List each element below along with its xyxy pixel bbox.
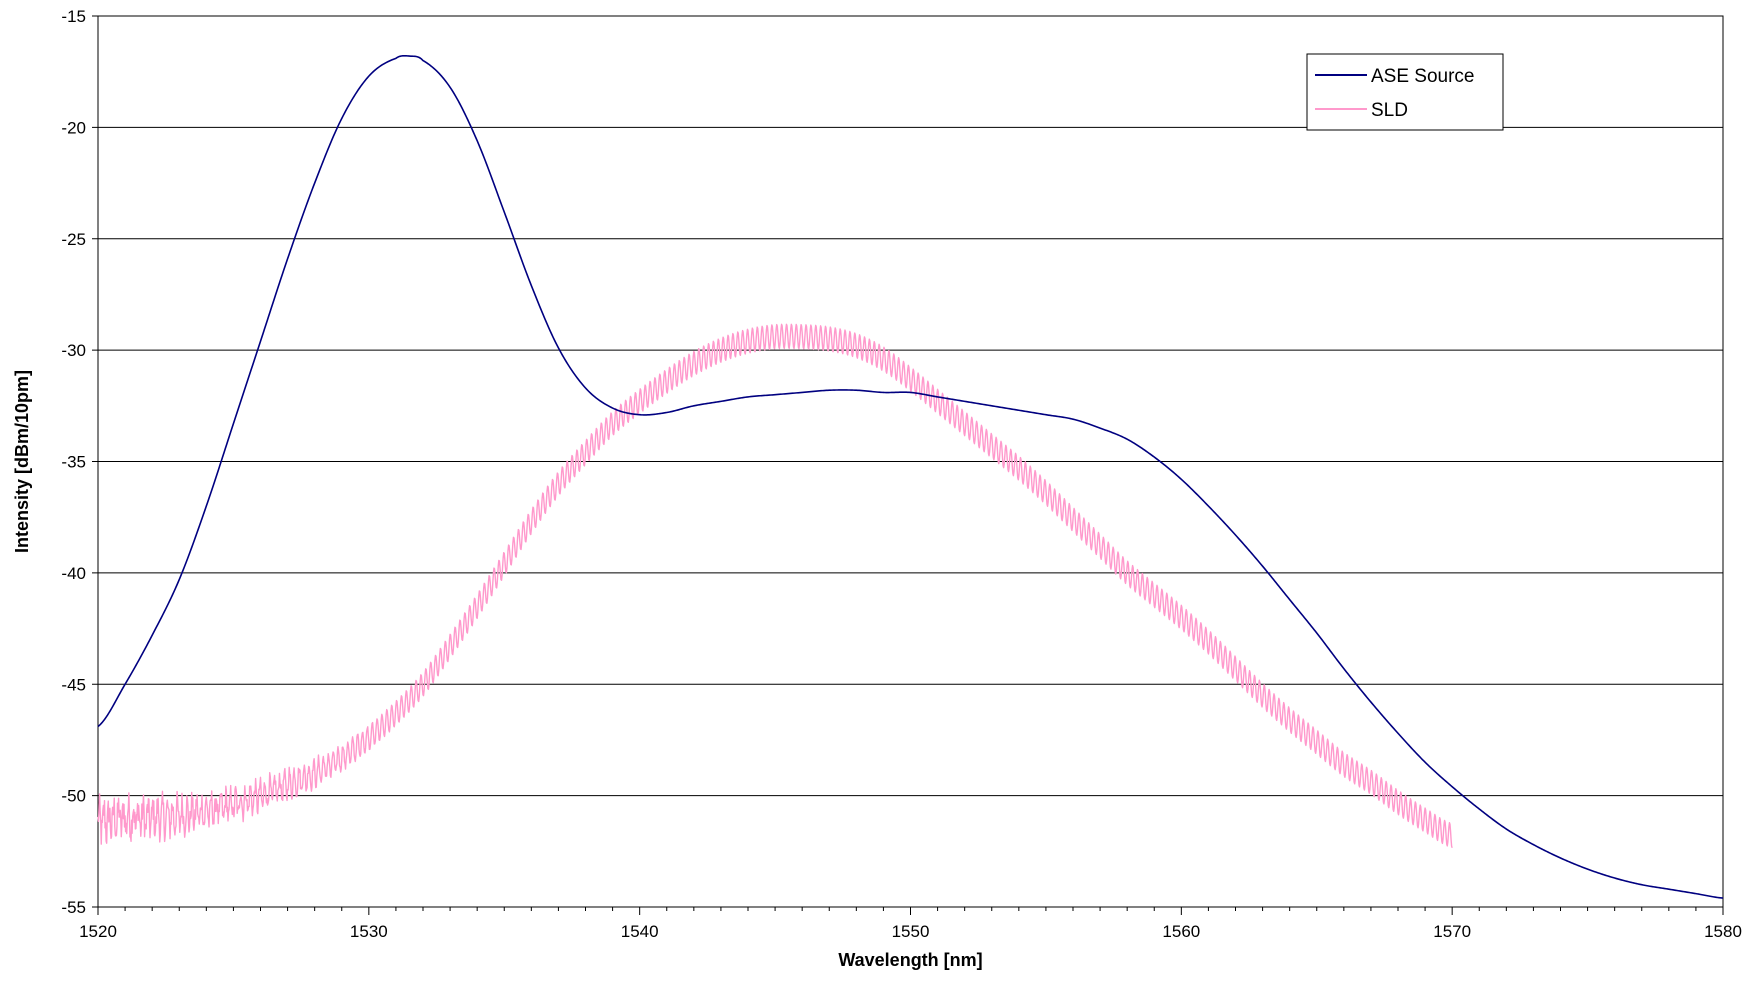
x-tick-label: 1580 <box>1704 922 1742 941</box>
y-tick-label: -35 <box>61 453 86 472</box>
y-tick-label: -55 <box>61 898 86 917</box>
y-tick-label: -45 <box>61 675 86 694</box>
x-tick-label: 1520 <box>79 922 117 941</box>
y-tick-label: -30 <box>61 341 86 360</box>
series-group <box>97 54 1724 899</box>
legend-label-sld: SLD <box>1371 100 1408 121</box>
axes: -15 -20 -25 -30 -35 -40 -45 -50 -55 1520 1530 1540 1… <box>61 7 1741 941</box>
x-tick-label: 1570 <box>1433 922 1471 941</box>
legend-label-ase-source: ASE Source <box>1371 66 1475 87</box>
y-tick-label: -50 <box>61 787 86 806</box>
x-tick-label: 1550 <box>892 922 930 941</box>
y-tick-label: -15 <box>61 7 86 26</box>
x-axis-title: Wavelength [nm] <box>838 950 982 970</box>
y-tick-label: -20 <box>61 118 86 137</box>
legend-box <box>1306 53 1504 131</box>
y-tick-label: -25 <box>61 230 86 249</box>
legend: ASE Source SLD <box>1306 53 1504 131</box>
gridlines <box>98 126 1723 797</box>
x-tick-label: 1530 <box>350 922 388 941</box>
x-tick-label: 1540 <box>621 922 659 941</box>
series-line-ase-source <box>97 54 1724 899</box>
y-axis-title: Intensity [dBm/10pm] <box>12 370 32 553</box>
y-tick-label: -40 <box>61 564 86 583</box>
x-tick-label: 1560 <box>1162 922 1200 941</box>
series-line-sld <box>97 323 1453 849</box>
